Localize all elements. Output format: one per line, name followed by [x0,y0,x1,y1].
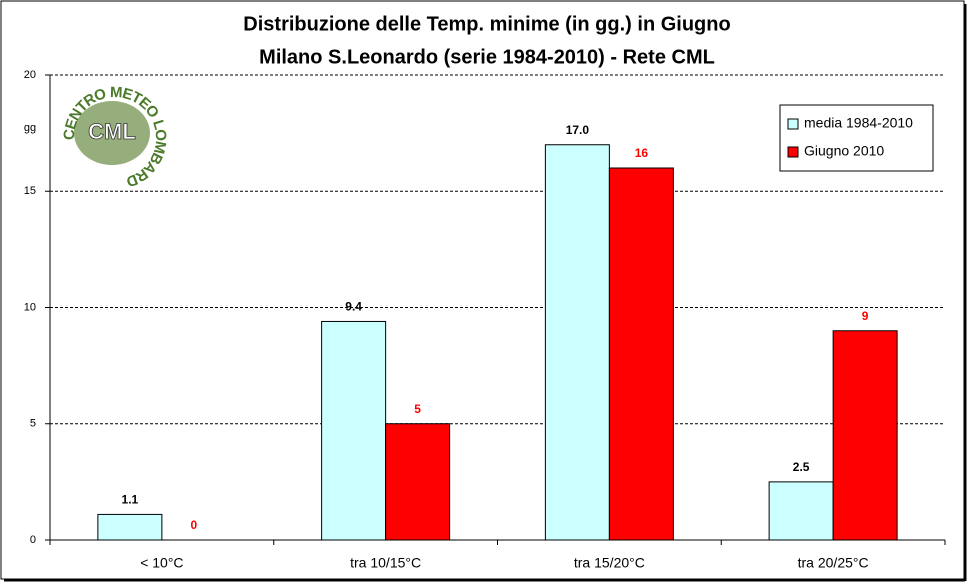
value-label: 16 [635,146,649,160]
bar [768,481,834,541]
legend-swatch [787,118,799,130]
bar [321,320,387,541]
value-label: 1.1 [122,493,139,507]
value-label: 5 [414,402,421,416]
x-tick-label: tra 10/15°C [350,555,421,571]
x-tick-label: tra 15/20°C [574,555,645,571]
y-tick-label: 20 [24,69,36,81]
legend-label: Giugno 2010 [804,143,884,159]
logo-map [74,101,150,165]
bar [385,423,451,541]
legend-label: media 1984-2010 [804,115,913,131]
legend-swatch [787,146,799,158]
legend-box [779,104,934,172]
chart-subtitle: Milano S.Leonardo (serie 1984-2010) - Re… [259,46,715,68]
x-tick-label: < 10°C [140,555,183,571]
value-label: 2.5 [793,460,810,474]
value-label: 0 [191,518,198,532]
bar [832,330,898,541]
value-label: 9.4 [345,300,362,314]
logo-text: CML [88,119,136,144]
bar [608,167,674,541]
bar [97,513,163,541]
y-tick-label: 10 [24,301,36,313]
y-axis-label: gg [24,122,36,134]
value-label: 9 [862,309,869,323]
chart-title: Distribuzione delle Temp. minime (in gg.… [243,13,730,35]
y-tick-label: 5 [30,418,36,430]
bar [544,144,610,541]
x-tick-label: tra 20/25°C [798,555,869,571]
value-label: 17.0 [566,123,590,137]
y-tick-label: 15 [24,185,36,197]
y-tick-label: 0 [30,534,36,546]
